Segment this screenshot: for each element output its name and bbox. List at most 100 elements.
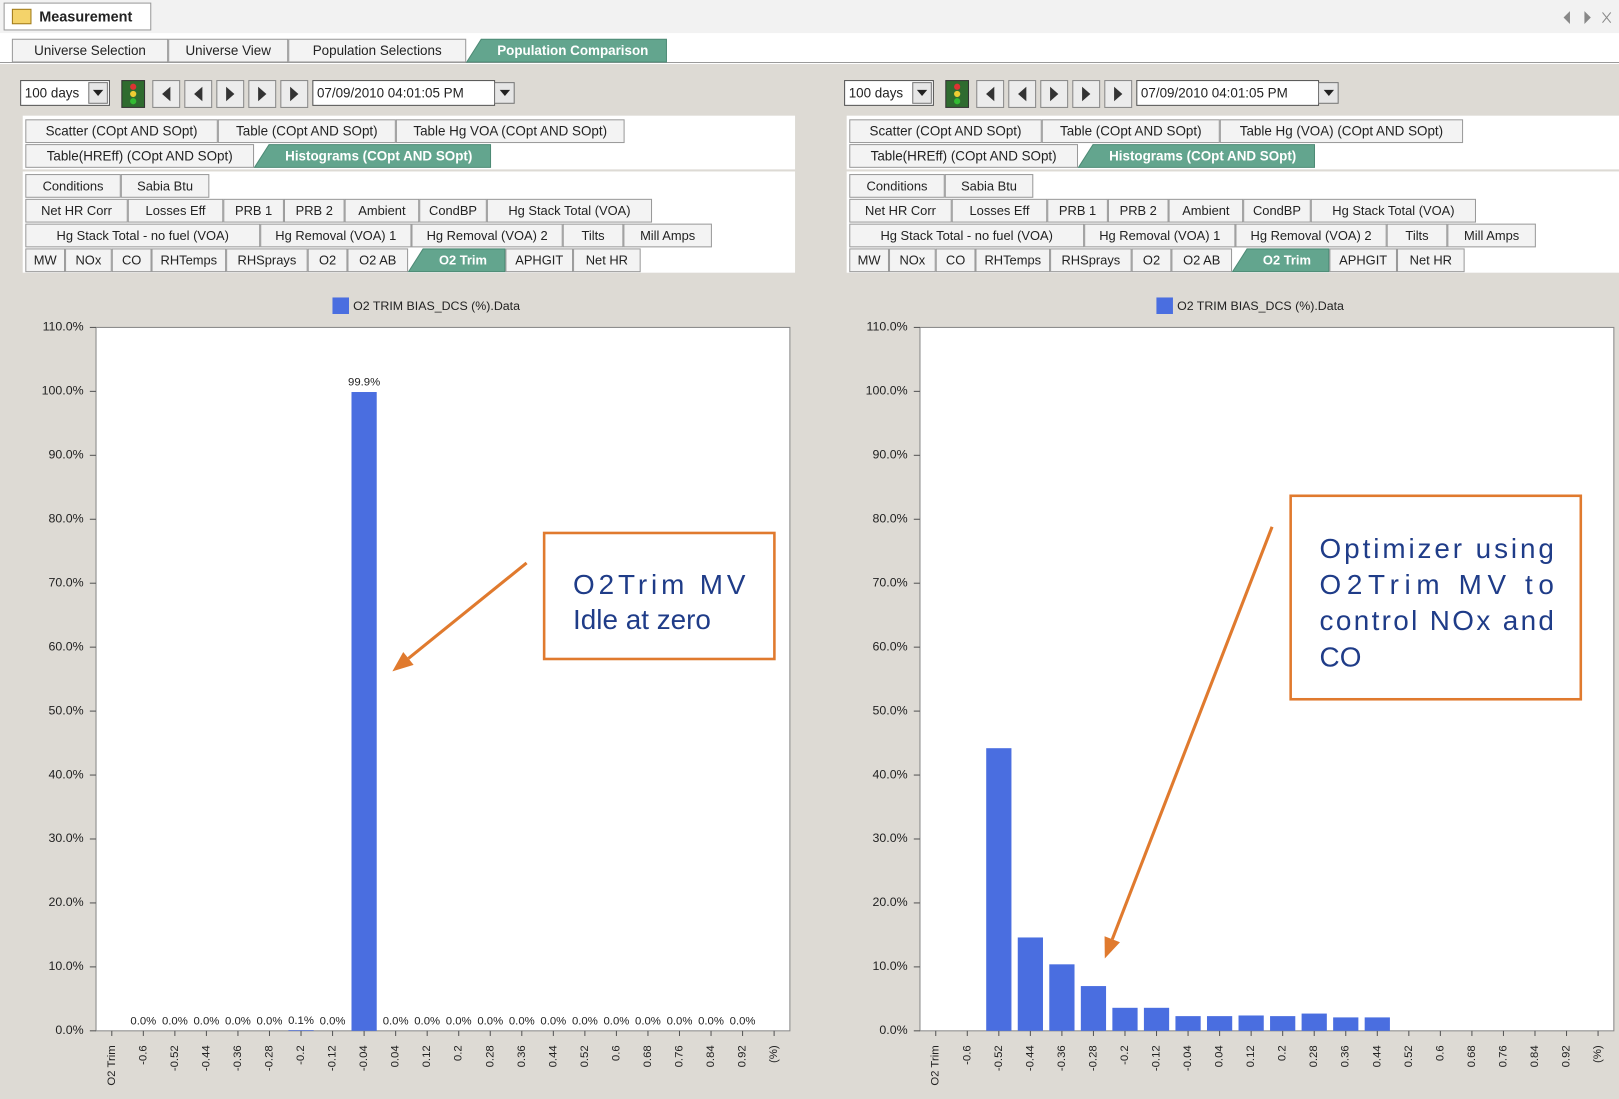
tab[interactable] bbox=[562, 223, 624, 248]
x-tick-label: O2 Trim bbox=[106, 1045, 118, 1085]
tab[interactable] bbox=[419, 198, 487, 223]
tab[interactable] bbox=[1397, 248, 1465, 273]
tab[interactable] bbox=[25, 144, 255, 168]
tab[interactable] bbox=[1168, 198, 1244, 223]
tab[interactable] bbox=[226, 248, 308, 273]
tab[interactable] bbox=[623, 223, 712, 248]
tab[interactable] bbox=[1386, 223, 1448, 248]
data-label: 99.9% bbox=[348, 377, 380, 389]
x-tick-label: 0.12 bbox=[421, 1045, 433, 1067]
tab-active[interactable] bbox=[1077, 144, 1316, 168]
bar bbox=[1206, 1016, 1233, 1031]
tab[interactable] bbox=[1047, 198, 1108, 223]
x-tick-label: 0.6 bbox=[1434, 1045, 1446, 1061]
tab[interactable] bbox=[120, 174, 210, 198]
tab[interactable] bbox=[849, 174, 945, 198]
y-tick-label: 110.0% bbox=[43, 320, 84, 334]
tab[interactable] bbox=[1329, 248, 1398, 273]
tab[interactable] bbox=[344, 198, 420, 223]
window-controls[interactable] bbox=[1563, 11, 1612, 24]
tab[interactable] bbox=[260, 223, 412, 248]
legend-label: O2 TRIM BIAS_DCS (%).Data bbox=[1177, 299, 1344, 313]
light bbox=[130, 90, 137, 98]
tab[interactable] bbox=[975, 248, 1051, 273]
tab[interactable] bbox=[1131, 248, 1172, 273]
tab[interactable] bbox=[1084, 223, 1236, 248]
data-label: 0.0% bbox=[383, 1016, 409, 1028]
tab[interactable] bbox=[1050, 248, 1132, 273]
tab[interactable] bbox=[849, 144, 1079, 168]
tab-active[interactable] bbox=[253, 144, 492, 168]
tab[interactable] bbox=[951, 198, 1048, 223]
tab[interactable] bbox=[411, 223, 563, 248]
tab[interactable] bbox=[1243, 198, 1311, 223]
tab[interactable] bbox=[11, 38, 169, 63]
light bbox=[130, 98, 137, 105]
data-label: 0.0% bbox=[414, 1016, 440, 1028]
tab[interactable] bbox=[111, 248, 152, 273]
tab[interactable] bbox=[1235, 223, 1387, 248]
bar bbox=[1270, 1016, 1296, 1031]
tab[interactable] bbox=[395, 119, 625, 144]
tab[interactable] bbox=[849, 198, 952, 223]
tab-label: Conditions bbox=[43, 178, 104, 193]
tab[interactable] bbox=[168, 38, 289, 63]
data-label: 0.0% bbox=[540, 1016, 566, 1028]
x-tick-label: -0.52 bbox=[169, 1045, 181, 1071]
tab-active[interactable] bbox=[1231, 248, 1330, 273]
tab-label: Sabia Btu bbox=[137, 178, 193, 193]
tab[interactable] bbox=[223, 198, 284, 223]
x-tick-label: -0.6 bbox=[961, 1045, 973, 1065]
tab-label: MW bbox=[858, 253, 882, 268]
tab[interactable] bbox=[25, 248, 66, 273]
tab[interactable] bbox=[935, 248, 976, 273]
nav-button[interactable] bbox=[1008, 80, 1037, 108]
y-tick-label: 40.0% bbox=[873, 767, 908, 781]
y-tick-label: 70.0% bbox=[49, 575, 84, 589]
tab[interactable] bbox=[25, 174, 121, 198]
tab-label: Ambient bbox=[1182, 203, 1230, 218]
tab-active[interactable] bbox=[407, 248, 506, 273]
tab[interactable] bbox=[65, 248, 112, 273]
tab[interactable] bbox=[573, 248, 641, 273]
tab[interactable] bbox=[1041, 119, 1220, 144]
tab[interactable] bbox=[25, 223, 261, 248]
tab[interactable] bbox=[217, 119, 396, 144]
tab[interactable] bbox=[849, 119, 1042, 144]
tab[interactable] bbox=[486, 198, 653, 223]
data-label: 0.1% bbox=[288, 1015, 314, 1027]
tab[interactable] bbox=[347, 248, 409, 273]
tab[interactable] bbox=[307, 248, 348, 273]
tab[interactable] bbox=[288, 38, 467, 63]
data-label: 0.0% bbox=[446, 1016, 472, 1028]
x-tick-label: 0.12 bbox=[1245, 1045, 1257, 1067]
x-tick-label: 0.68 bbox=[642, 1045, 654, 1067]
x-tick-label: (%) bbox=[1592, 1045, 1604, 1063]
annotation-text: CO bbox=[1320, 641, 1362, 672]
tab[interactable] bbox=[889, 248, 936, 273]
tab[interactable] bbox=[505, 248, 574, 273]
tab-label: Histograms (COpt AND SOpt) bbox=[285, 149, 472, 164]
tab[interactable] bbox=[25, 198, 128, 223]
x-tick-label: -0.12 bbox=[327, 1045, 339, 1071]
y-tick-label: 50.0% bbox=[873, 703, 908, 717]
tab[interactable] bbox=[849, 248, 890, 273]
tab[interactable] bbox=[283, 198, 345, 223]
tab-active[interactable] bbox=[465, 38, 667, 63]
date-box[interactable] bbox=[312, 80, 496, 106]
tab[interactable] bbox=[1310, 198, 1476, 223]
tab[interactable] bbox=[849, 223, 1085, 248]
tab[interactable] bbox=[151, 248, 227, 273]
y-tick-label: 50.0% bbox=[49, 703, 84, 717]
tab[interactable] bbox=[1171, 248, 1233, 273]
tab[interactable] bbox=[1107, 198, 1169, 223]
tab-label: Population Selections bbox=[313, 43, 442, 58]
tab[interactable] bbox=[127, 198, 224, 223]
y-tick-label: 30.0% bbox=[49, 831, 84, 845]
data-label: 0.0% bbox=[193, 1016, 219, 1028]
tab[interactable] bbox=[1447, 223, 1536, 248]
tab[interactable] bbox=[1219, 119, 1464, 144]
tab[interactable] bbox=[25, 119, 218, 144]
tab[interactable] bbox=[944, 174, 1034, 198]
